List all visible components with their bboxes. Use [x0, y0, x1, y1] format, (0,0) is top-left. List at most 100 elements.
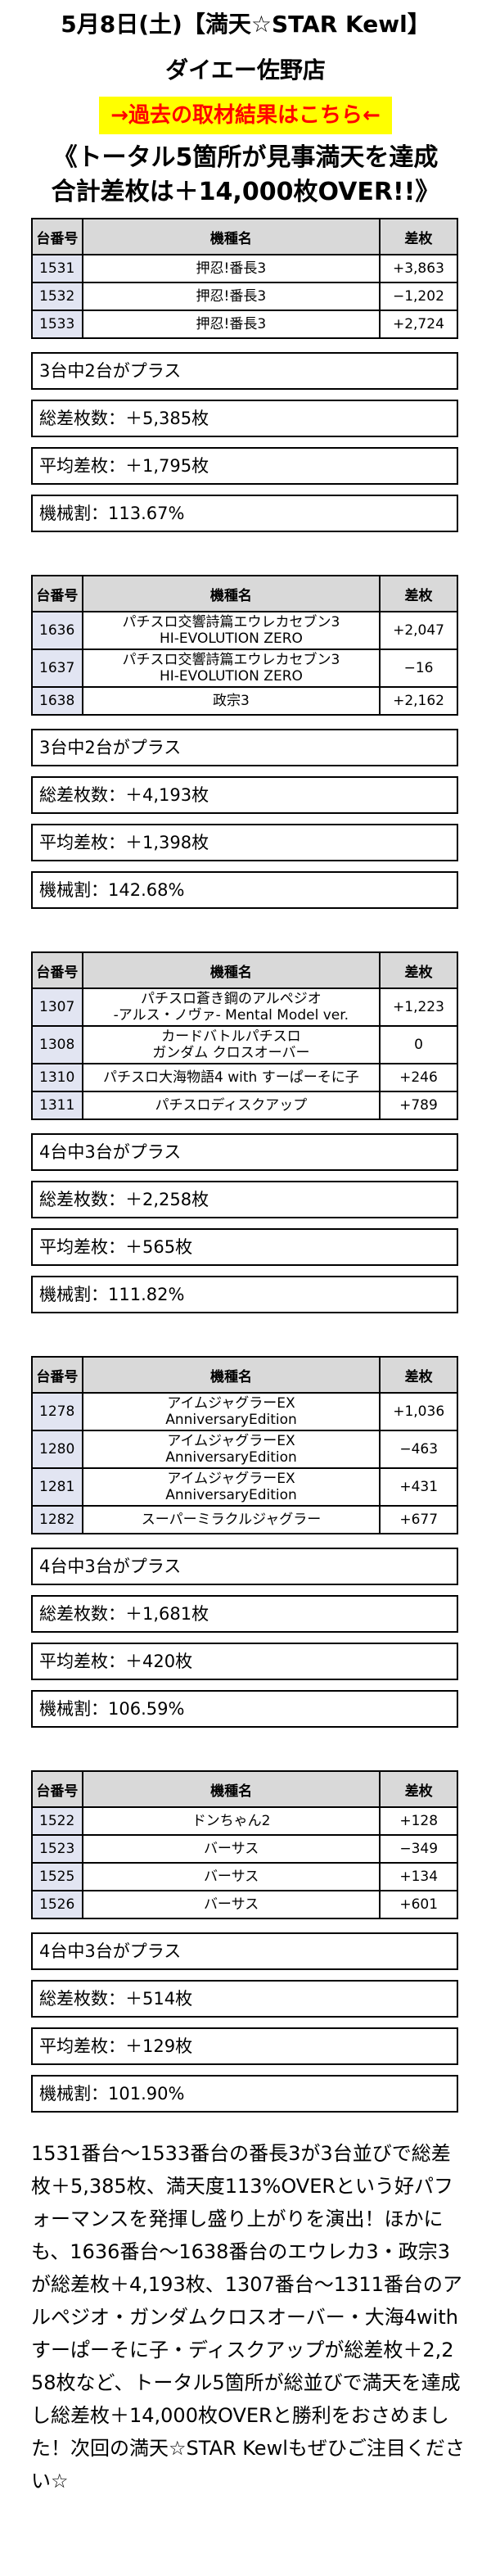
machine-number: 1523 — [31, 1834, 83, 1864]
coin-difference: +601 — [379, 1890, 458, 1919]
machine-name: 押忍!番長3 — [81, 254, 381, 283]
summary-paragraph: 1531番台〜1533番台の番長3が3台並びで総差枚＋5,385枚、満天度113… — [31, 2142, 465, 2492]
coin-difference: +2,047 — [379, 611, 458, 650]
header-num: 台番号 — [31, 218, 83, 255]
header-diff: 差枚 — [378, 218, 459, 255]
plus-count-box: 3台中2台がプラス — [31, 729, 458, 766]
table-header-row: 台番号 機種名 差枚 — [31, 1770, 458, 1808]
machine-name-line: バーサス — [203, 1869, 259, 1885]
machine-name-line: アイムジャグラーEX — [167, 1395, 295, 1412]
machine-name-line: パチスロ大海物語4 with すーぱーそに子 — [103, 1069, 359, 1086]
table-row: 1522 ドンちゃん2 +128 — [31, 1806, 458, 1836]
header-name: 機種名 — [81, 951, 381, 989]
machine-name: ドンちゃん2 — [81, 1806, 381, 1836]
plus-count-box: 4台中3台がプラス — [31, 1548, 458, 1585]
section-gap — [0, 1313, 491, 1356]
machine-number: 1526 — [31, 1890, 83, 1919]
total-diff-box: 総差枚数：＋2,258枚 — [31, 1181, 458, 1218]
header-diff: 差枚 — [378, 951, 459, 989]
table-row: 1525 バーサス +134 — [31, 1862, 458, 1891]
header-num: 台番号 — [31, 1770, 83, 1808]
table-header-row: 台番号 機種名 差枚 — [31, 1356, 458, 1394]
machine-number: 1307 — [31, 987, 83, 1027]
machine-name-line: アイムジャグラーEX — [167, 1433, 295, 1449]
plus-count-box: 3台中2台がプラス — [31, 352, 458, 390]
coin-difference: +3,863 — [378, 254, 459, 283]
article-page: 5月8日(土)【満天☆STAR Kewl】 ダイエー佐野店 →過去の取材結果はこ… — [0, 11, 491, 2492]
headline: 《トータル5箇所が見事満天を達成 合計差枚は＋14,000枚OVER!!》 — [0, 138, 491, 218]
coin-difference: −349 — [379, 1834, 458, 1864]
machine-name-line: パチスロ交響詩篇エウレカセブン3 — [122, 652, 340, 668]
total-diff-box: 総差枚数：＋514枚 — [31, 1980, 458, 2018]
table-row: 1281 アイムジャグラーEX AnniversaryEdition +431 — [31, 1467, 458, 1507]
average-diff-box: 平均差枚：＋129枚 — [31, 2027, 458, 2065]
machine-name-line: カードバトルパチスロ — [161, 1028, 301, 1045]
header-num: 台番号 — [31, 951, 83, 989]
machine-name-line: 押忍!番長3 — [196, 288, 267, 305]
machine-number: 1533 — [31, 310, 83, 339]
table-header-row: 台番号 機種名 差枚 — [31, 951, 459, 989]
table-spacer — [0, 716, 491, 729]
result-table: 台番号 機種名 差枚 1307 パチスロ蒼き鋼のアルペジオ -アルス・ノヴァ- Menta… — [31, 951, 459, 1120]
coin-difference: +431 — [379, 1467, 458, 1507]
results-sections: 台番号 機種名 差枚 1531 押忍!番長3 +3,863 1532 押忍!番長3 −1,202… — [0, 218, 491, 2113]
machine-name-line: パチスロディスクアップ — [155, 1097, 308, 1114]
table-spacer — [0, 1919, 491, 1932]
plus-count-box: 4台中3台がプラス — [31, 1932, 458, 1970]
machine-name: カードバトルパチスロ ガンダム クロスオーバー — [81, 1025, 381, 1064]
header-name: 機種名 — [81, 218, 381, 255]
table-row: 1526 バーサス +601 — [31, 1890, 458, 1919]
table-spacer — [0, 1534, 491, 1548]
header-name: 機種名 — [81, 1356, 381, 1394]
result-section: 台番号 機種名 差枚 1278 アイムジャグラーEX AnniversaryEdition… — [0, 1356, 491, 1728]
past-results-link[interactable]: →過去の取材結果はこちら← — [99, 97, 392, 134]
machine-number: 1531 — [31, 254, 83, 283]
machine-name: パチスロ大海物語4 with すーぱーそに子 — [81, 1063, 381, 1092]
section-gap — [0, 532, 491, 575]
coin-difference: +128 — [379, 1806, 458, 1836]
coin-difference: +677 — [379, 1505, 458, 1534]
payout-rate-box: 機械割：111.82% — [31, 1276, 458, 1313]
result-section: 台番号 機種名 差枚 1307 パチスロ蒼き鋼のアルペジオ -アルス・ノヴァ- Menta… — [0, 951, 491, 1313]
machine-name-line: HI-EVOLUTION ZERO — [159, 668, 303, 685]
table-row: 1636 パチスロ交響詩篇エウレカセブン3 HI-EVOLUTION ZERO +2,… — [31, 611, 458, 650]
result-table: 台番号 機種名 差枚 1636 パチスロ交響詩篇エウレカセブン3 HI-EVOLUTION… — [31, 575, 458, 716]
machine-name: アイムジャグラーEX AnniversaryEdition — [81, 1467, 381, 1507]
machine-name: パチスロ交響詩篇エウレカセブン3 HI-EVOLUTION ZERO — [81, 649, 381, 688]
machine-number: 1532 — [31, 282, 83, 311]
machine-number: 1636 — [31, 611, 83, 650]
result-table: 台番号 機種名 差枚 1278 アイムジャグラーEX AnniversaryEdition… — [31, 1356, 458, 1534]
machine-name-line: 政宗3 — [213, 693, 250, 709]
machine-name: 政宗3 — [81, 686, 381, 716]
coin-difference: −1,202 — [378, 282, 459, 311]
machine-name-line: 押忍!番長3 — [196, 316, 267, 332]
coin-difference: +2,724 — [378, 310, 459, 339]
header-diff: 差枚 — [379, 1356, 458, 1394]
machine-name-line: バーサス — [203, 1896, 259, 1913]
table-row: 1532 押忍!番長3 −1,202 — [31, 282, 459, 311]
machine-name: バーサス — [81, 1834, 381, 1864]
payout-rate-box: 機械割：113.67% — [31, 495, 458, 532]
header-name: 機種名 — [81, 1770, 381, 1808]
machine-name: バーサス — [81, 1862, 381, 1891]
payout-rate-box: 機械割：142.68% — [31, 871, 458, 909]
average-diff-box: 平均差枚：＋1,795枚 — [31, 447, 458, 485]
total-diff-box: 総差枚数：＋4,193枚 — [31, 776, 458, 814]
coin-difference: +2,162 — [379, 686, 458, 716]
plus-count-box: 4台中3台がプラス — [31, 1133, 458, 1171]
machine-number: 1308 — [31, 1025, 83, 1064]
average-diff-box: 平均差枚：＋1,398枚 — [31, 824, 458, 861]
total-diff-box: 総差枚数：＋5,385枚 — [31, 400, 458, 437]
average-diff-box: 平均差枚：＋420枚 — [31, 1643, 458, 1680]
section-gap — [0, 1728, 491, 1770]
headline-line-1: 《トータル5箇所が見事満天を達成 — [52, 143, 439, 172]
payout-rate-box: 機械割：101.90% — [31, 2075, 458, 2113]
table-row: 1310 パチスロ大海物語4 with すーぱーそに子 +246 — [31, 1063, 459, 1092]
store-name: ダイエー佐野店 — [165, 56, 326, 84]
machine-number: 1638 — [31, 686, 83, 716]
machine-name-line: AnniversaryEdition — [165, 1487, 297, 1503]
result-section: 台番号 機種名 差枚 1636 パチスロ交響詩篇エウレカセブン3 HI-EVOLUTION… — [0, 575, 491, 909]
machine-name: パチスロ蒼き鋼のアルペジオ -アルス・ノヴァ- Mental Model ver. — [81, 987, 381, 1027]
machine-name-line: パチスロ蒼き鋼のアルペジオ — [140, 991, 322, 1007]
table-row: 1308 カードバトルパチスロ ガンダム クロスオーバー 0 — [31, 1025, 459, 1064]
